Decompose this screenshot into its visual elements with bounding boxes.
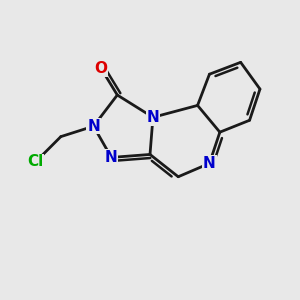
Text: N: N <box>105 150 118 165</box>
Text: N: N <box>87 119 100 134</box>
Text: O: O <box>94 61 107 76</box>
Text: N: N <box>203 156 216 171</box>
Text: N: N <box>147 110 159 125</box>
Text: Cl: Cl <box>27 154 44 169</box>
